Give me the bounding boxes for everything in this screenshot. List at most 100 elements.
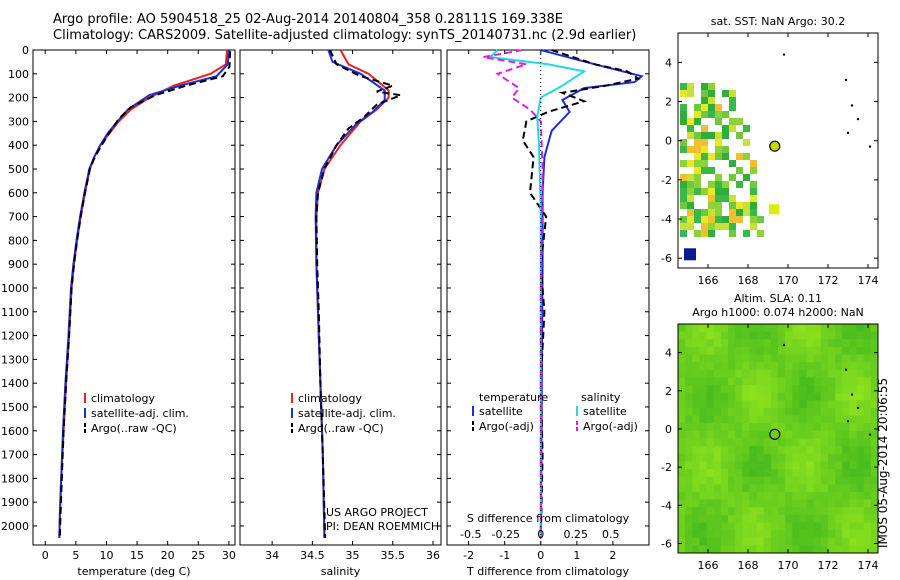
sla-cell: [778, 377, 786, 386]
sst-cell: [769, 204, 779, 215]
sla-cell: [799, 423, 808, 432]
island-dot: [782, 53, 786, 56]
sst-cell: [722, 223, 729, 230]
sla-cell: [735, 514, 743, 523]
sla-cell: [813, 430, 822, 439]
sla-cell: [849, 362, 858, 371]
y-tick-label: -6: [661, 537, 672, 550]
sst-cell: [743, 125, 750, 132]
sla-cell: [728, 324, 736, 333]
sla-cell: [742, 362, 750, 371]
sst-cell: [715, 146, 722, 153]
sla-cell: [870, 331, 879, 340]
sla-cell: [799, 331, 808, 340]
island-dot: [850, 104, 854, 107]
sst-cell: [715, 181, 722, 188]
sla-cell: [692, 430, 700, 439]
sst-cell: [729, 195, 736, 202]
sla-cell: [685, 469, 693, 478]
sla-cell: [685, 499, 693, 508]
sla-cell: [849, 415, 858, 424]
sla-cell: [778, 461, 786, 470]
sla-cell: [742, 407, 750, 417]
sla-cell: [770, 507, 779, 516]
sla-cell: [842, 369, 850, 378]
x-tick-label: 35.5: [381, 549, 406, 562]
sla-cell: [835, 430, 843, 439]
sst-cell: [687, 181, 694, 188]
sla-cell: [728, 385, 736, 394]
sla-cell: [728, 530, 736, 539]
sla-cell: [749, 354, 758, 363]
sla-cell: [863, 377, 872, 386]
sla-cell: [749, 346, 758, 356]
y-tick-label: -4: [661, 213, 672, 226]
sla-cell: [842, 339, 850, 348]
legend-label: satellite-adj. clim.: [91, 407, 189, 420]
sst-cell: [694, 118, 701, 125]
sst-cell: [708, 223, 715, 230]
sla-cell: [713, 461, 722, 470]
sla-cell: [699, 461, 708, 470]
sla-cell: [720, 491, 729, 501]
sla-cell: [763, 407, 772, 417]
sla-cell: [713, 324, 722, 333]
sla-cell: [778, 446, 786, 455]
sla-cell: [720, 446, 729, 455]
sla-cell: [770, 461, 779, 470]
sla-cell: [692, 377, 700, 386]
header-line-2: Climatology: CARS2009. Satellite-adjuste…: [53, 28, 637, 43]
sla-cell: [813, 446, 822, 455]
x-tick-label: 2: [609, 549, 616, 562]
x-axis-label: T difference from climatology: [466, 565, 629, 578]
sst-cell: [715, 188, 722, 195]
sla-cell: [713, 545, 722, 554]
sla-cell: [749, 339, 758, 348]
sst-cell: [680, 146, 687, 153]
sla-cell: [835, 346, 843, 356]
sla-cell: [770, 392, 779, 401]
sst-cell: [694, 174, 701, 181]
sla-cell: [799, 415, 808, 424]
sla-cell: [820, 377, 829, 386]
sla-cell: [842, 385, 850, 394]
sla-cell: [820, 499, 829, 508]
sla-cell: [763, 491, 772, 501]
sla-cell: [742, 430, 750, 439]
sla-cell: [849, 545, 858, 554]
island-dot: [856, 406, 860, 410]
sla-cell: [728, 491, 736, 501]
sla-cell: [856, 369, 865, 378]
sla-cell: [749, 362, 758, 371]
sla-cell: [835, 514, 843, 523]
sla-cell: [735, 324, 743, 333]
sla-cell: [849, 339, 858, 348]
legend-label: Argo(..raw -QC): [298, 422, 384, 435]
sla-cell: [799, 476, 808, 485]
sla-cell: [678, 385, 686, 394]
sla-cell: [813, 476, 822, 485]
sla-cell: [678, 461, 686, 470]
sla-cell: [685, 362, 693, 371]
sst-cell: [722, 181, 729, 188]
sla-cell: [870, 453, 879, 462]
sla-cell: [806, 537, 815, 546]
sst-cell: [736, 209, 743, 216]
island-dot: [868, 433, 872, 436]
sla-cell: [678, 446, 686, 455]
sla-cell: [713, 385, 722, 394]
sla-cell: [728, 446, 736, 455]
sla-cell: [678, 537, 686, 546]
sst-cell: [757, 230, 764, 237]
series-line-satellite-adj-clim-: [58, 49, 230, 538]
y-tick-label: 700: [8, 211, 29, 224]
sla-cell: [678, 354, 686, 363]
sla-cell: [778, 491, 786, 501]
sla-cell: [835, 499, 843, 508]
series-line-argo-raw-qc-: [58, 51, 232, 536]
annotation-line: PI: DEAN ROEMMICH: [326, 520, 439, 533]
sla-cell: [685, 392, 693, 401]
sla-cell: [728, 545, 736, 554]
sla-cell: [778, 522, 786, 531]
sla-cell: [806, 377, 815, 386]
